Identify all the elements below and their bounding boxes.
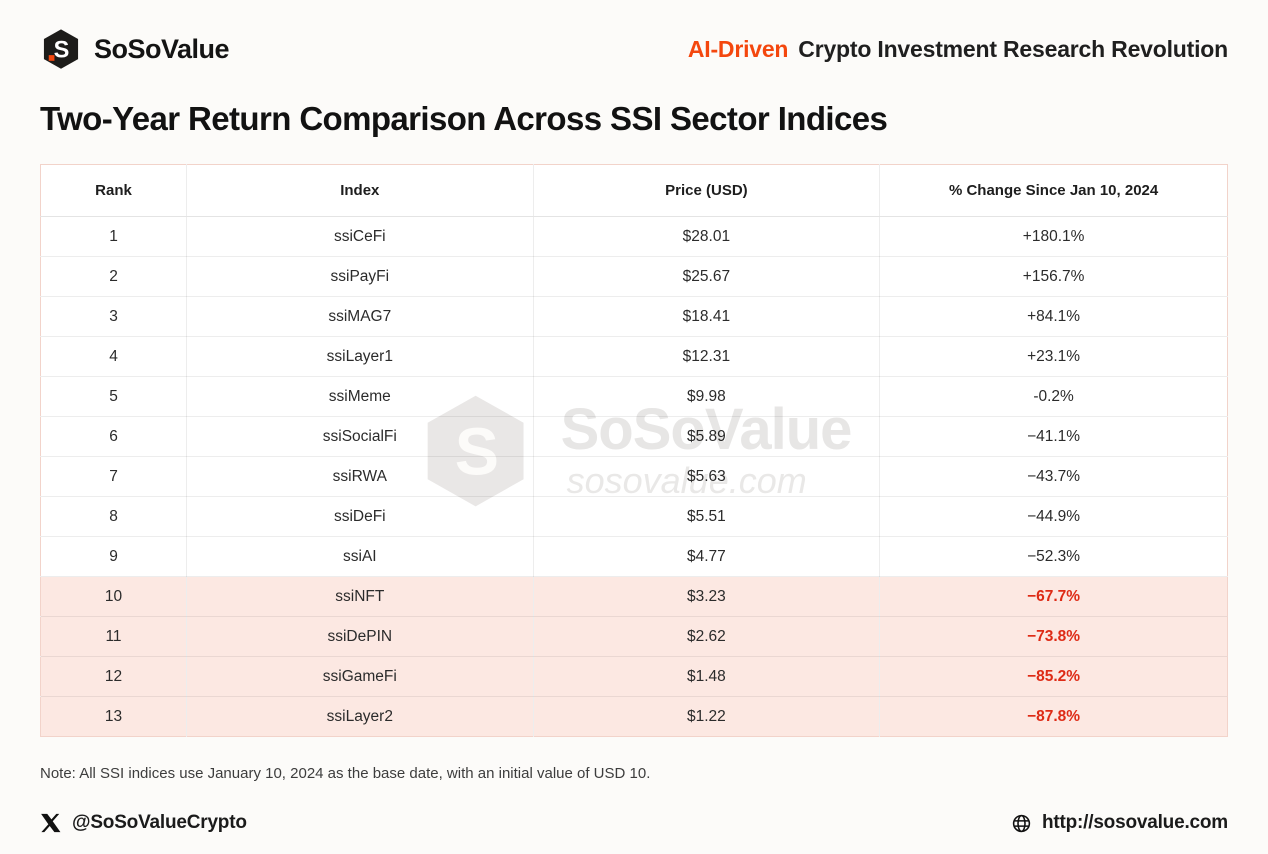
cell-price: $9.98 [533,376,881,417]
cell-change: +23.1% [879,336,1228,377]
col-header-rank: Rank [40,164,187,217]
tagline-accent: AI-Driven [687,35,789,62]
cell-price: $1.22 [533,696,881,737]
cell-price: $12.31 [533,336,881,377]
brand-name: SoSoValue [94,33,230,64]
website-url-text: http://sosovalue.com [1041,812,1228,833]
cell-index: ssiDeFi [186,496,534,537]
cell-index: ssiLayer1 [186,336,534,377]
website-link[interactable]: http://sosovalue.com [1011,812,1228,834]
cell-rank: 2 [40,256,187,297]
cell-change: −41.1% [879,416,1228,457]
cell-change: −87.8% [1027,707,1081,725]
cell-index: ssiRWA [186,456,534,497]
cell-rank: 3 [40,296,187,337]
svg-text:S: S [54,37,70,63]
table-row: 5 ssiMeme $9.98 -0.2% [40,376,1228,417]
cell-index: ssiMAG7 [186,296,534,337]
cell-rank: 11 [40,616,187,657]
table-row: 7 ssiRWA $5.63 −43.7% [40,456,1228,497]
table-row: 6 ssiSocialFi $5.89 −41.1% [40,416,1228,457]
cell-price: $5.63 [533,456,881,497]
cell-index: ssiDePIN [186,616,534,657]
footer: @SoSoValueCrypto http://sosovalue.com [40,812,1228,834]
table-header-row: Rank Index Price (USD) % Change Since Ja… [40,164,1228,217]
cell-change: −73.8% [879,616,1228,657]
cell-change: +156.7% [879,256,1228,297]
cell-index: ssiGameFi [186,656,534,697]
sosovalue-logo-icon: S [43,29,79,69]
cell-change: −85.2% [879,656,1228,697]
cell-index: ssiAI [186,536,534,577]
cell-change: −52.3% [879,536,1228,577]
cell-rank: 5 [40,376,187,417]
tagline-rest: Crypto Investment Research Revolution [798,35,1228,62]
cell-change: −44.9% [879,496,1228,537]
cell-rank: 6 [40,416,187,457]
col-header-price: Price (USD) [533,164,881,217]
table-row: 9 ssiAI $4.77 −52.3% [40,536,1228,577]
cell-index: ssiMeme [186,376,534,417]
cell-index: ssiCeFi [186,216,534,257]
globe-icon [1012,814,1031,832]
cell-rank: 7 [40,456,187,497]
table-row: 10 ssiNFT $3.23 −67.7% [40,576,1228,617]
cell-change: +84.1% [879,296,1228,337]
cell-price: $25.67 [533,256,881,297]
table-row: 8 ssiDeFi $5.51 −44.9% [40,496,1228,537]
cell-price: $5.89 [533,416,881,457]
col-header-index: Index [186,164,534,217]
cell-index: ssiNFT [186,576,534,617]
cell-rank: 8 [40,496,187,537]
table-row: 13 ssiLayer2 $1.22 −87.8% [40,696,1228,737]
cell-price: $1.48 [533,656,881,697]
table-row: 2 ssiPayFi $25.67 +156.7% [40,256,1228,297]
header: S SoSoValue AI-Driven Crypto Investment … [40,26,1228,72]
footnote: Note: All SSI indices use January 10, 20… [40,765,651,782]
cell-price: $2.62 [533,616,881,657]
cell-rank: 1 [40,216,187,257]
page-title: Two-Year Return Comparison Across SSI Se… [40,100,888,137]
table-wrap: Rank Index Price (USD) % Change Since Ja… [40,164,1228,737]
cell-rank: 9 [40,536,187,577]
cell-rank: 12 [40,656,187,697]
table-row: 12 ssiGameFi $1.48 −85.2% [40,656,1228,697]
cell-index: ssiSocialFi [186,416,534,457]
cell-index: ssiPayFi [186,256,534,297]
tagline: AI-Driven Crypto Investment Research Rev… [688,36,1228,63]
cell-index: ssiLayer2 [186,696,534,737]
cell-change: −43.7% [879,456,1228,497]
cell-rank: 10 [40,576,187,617]
cell-price: $28.01 [533,216,881,257]
cell-rank: 4 [40,336,187,377]
table-body: 1 ssiCeFi $28.01 +180.1% 2 ssiPayFi $25.67 +156… [40,216,1228,737]
table-row: 4 ssiLayer1 $12.31 +23.1% [40,336,1228,377]
col-header-change: % Change Since Jan 10, 2024 [879,164,1228,217]
cell-price: $18.41 [533,296,881,337]
brand: S SoSoValue [40,27,230,71]
cell-change: +180.1% [879,216,1228,257]
cell-price: $5.51 [533,496,881,537]
twitter-handle-text: @SoSoValueCrypto [72,812,247,833]
table-row: 3 ssiMAG7 $18.41 +84.1% [40,296,1228,337]
cell-price: $3.23 [533,576,881,617]
cell-rank: 13 [40,696,187,737]
cell-change: −67.7% [879,576,1228,617]
cell-change: -0.2% [879,376,1228,417]
table-row: 1 ssiCeFi $28.01 +180.1% [40,216,1228,257]
x-twitter-icon [41,813,61,833]
twitter-handle-link[interactable]: @SoSoValueCrypto [40,812,247,834]
cell-price: $4.77 [533,536,881,577]
returns-table: Rank Index Price (USD) % Change Since Ja… [40,164,1228,737]
table-row: 11 ssiDePIN $2.62 −73.8% [40,616,1228,657]
